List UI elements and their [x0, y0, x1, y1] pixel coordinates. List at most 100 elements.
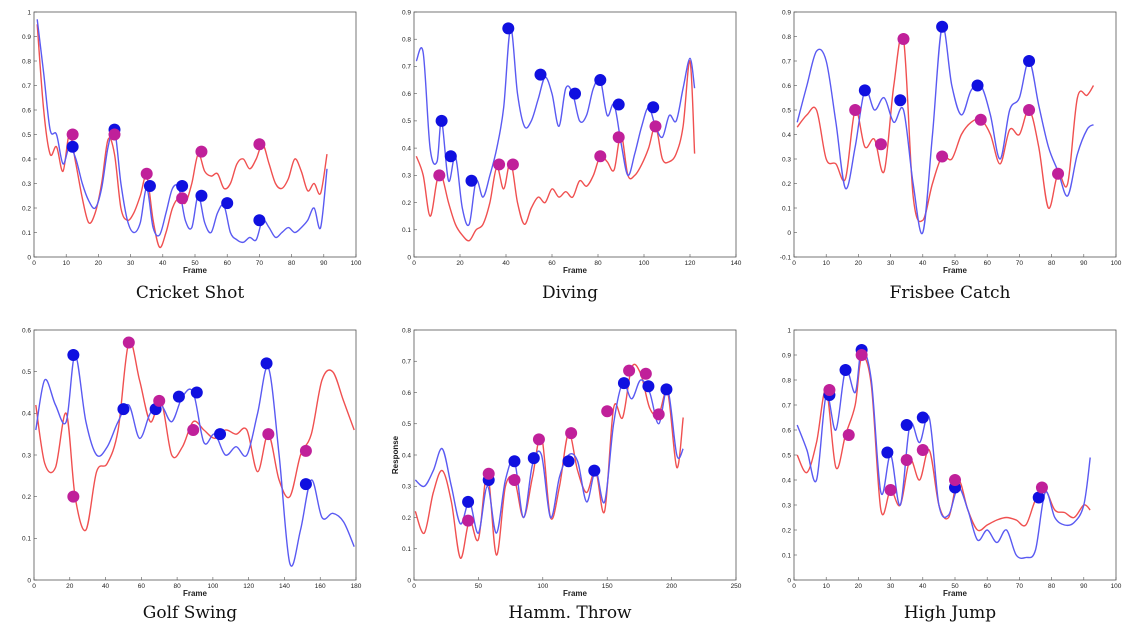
x-tick-label: 250 [731, 583, 742, 590]
marker-point-magenta [874, 138, 887, 151]
y-tick-label: -0.1 [780, 254, 792, 261]
marker-point-magenta [462, 514, 475, 527]
marker-point-blue [642, 380, 655, 393]
marker-point-blue [221, 197, 234, 210]
marker-point-magenta [974, 113, 987, 126]
x-tick-label: 100 [639, 260, 650, 267]
marker-point-magenta [916, 444, 929, 456]
marker-point-blue [894, 94, 907, 107]
x-tick-label: 150 [602, 583, 613, 590]
x-tick-label: 60 [224, 260, 232, 267]
x-tick-label: 0 [792, 583, 796, 590]
x-tick-label: 60 [984, 260, 992, 267]
y-tick-label: 0.4 [402, 145, 411, 152]
y-tick-label: 0.2 [782, 181, 791, 188]
marker-point-blue [66, 140, 79, 153]
y-tick-label: 0.6 [402, 91, 411, 98]
x-tick-label: 80 [594, 260, 602, 267]
y-tick-label: 0.8 [402, 327, 411, 334]
marker-point-blue [253, 214, 266, 227]
marker-point-blue [172, 390, 185, 403]
marker-point-magenta [949, 474, 961, 486]
y-tick-label: 0.1 [782, 552, 791, 559]
x-tick-label: 60 [138, 583, 146, 590]
marker-point-blue [465, 174, 478, 187]
marker-point-blue [647, 101, 660, 114]
x-tick-label: 90 [320, 260, 328, 267]
x-tick-label: 90 [1080, 260, 1088, 267]
y-tick-label: 0.1 [782, 205, 791, 212]
marker-point-magenta [176, 192, 189, 205]
x-tick-label: 70 [1016, 583, 1024, 590]
marker-point-blue [190, 386, 203, 399]
marker-point-blue [839, 364, 852, 376]
y-tick-label: 0.6 [782, 427, 791, 434]
y-tick-label: 0 [27, 254, 31, 261]
chart-svg: 0 50 100 150 200 250 0 0.1 0.2 0.3 0.4 0.5 0.6 0.7 0.8… [391, 327, 742, 598]
chart-caption: Frisbee Catch [889, 283, 1011, 303]
marker-point-blue [881, 446, 894, 459]
x-tick-label: 30 [887, 583, 895, 590]
chart-caption: Hamm. Throw [508, 603, 632, 623]
x-tick-label: 0 [32, 583, 36, 590]
x-tick-label: 50 [475, 583, 483, 590]
y-tick-label: 0.8 [782, 377, 791, 384]
marker-point-blue [143, 179, 156, 192]
y-tick-label: 0.3 [782, 156, 791, 163]
marker-point-magenta [195, 145, 208, 158]
marker-point-blue [562, 455, 575, 468]
chart-panel-high-jump: 0 10 20 30 40 50 60 70 80 90 100 0 0.1 0.2 0.3 0.4 0.5 0.… [770, 318, 1130, 623]
marker-point-blue [117, 403, 130, 416]
marker-point-magenta [900, 454, 913, 466]
marker-point-blue [444, 150, 457, 163]
series-line-blue [414, 379, 684, 534]
plot-frame [793, 11, 1117, 258]
x-tick-label: 40 [919, 260, 927, 267]
marker-point-magenta [623, 364, 636, 377]
marker-point-blue [858, 84, 871, 97]
marker-point-magenta [506, 158, 519, 171]
y-tick-label: 0.1 [402, 227, 411, 234]
y-tick-label: 0.4 [22, 411, 31, 418]
y-tick-label: 0.5 [402, 118, 411, 125]
x-tick-label: 40 [102, 583, 110, 590]
x-tick-label: 10 [823, 260, 831, 267]
marker-point-magenta [601, 405, 614, 418]
marker-point-blue [1023, 55, 1036, 67]
marker-point-magenta [855, 349, 868, 361]
x-tick-label: 10 [63, 260, 71, 267]
marker-point-blue [936, 20, 949, 33]
y-tick-label: 0.8 [22, 58, 31, 65]
x-tick-label: 50 [951, 583, 959, 590]
plot-frame [413, 11, 737, 258]
x-tick-label: 90 [1080, 583, 1088, 590]
y-tick-label: 0.9 [782, 352, 791, 359]
x-tick-label: 20 [456, 260, 464, 267]
y-tick-label: 0 [787, 230, 791, 237]
x-tick-label: 70 [1016, 260, 1024, 267]
y-tick-label: 0 [27, 577, 31, 584]
x-tick-label: 50 [951, 260, 959, 267]
chart-panel-cricket-shot: 0 10 20 30 40 50 60 70 80 90 100 0 0.1 0.2 0.3 0.4 0.5 0.… [10, 0, 370, 303]
marker-point-magenta [433, 169, 446, 182]
marker-point-magenta [140, 167, 153, 180]
x-tick-label: 70 [256, 260, 264, 267]
marker-point-blue [588, 464, 601, 477]
marker-point-blue [660, 383, 673, 396]
y-tick-label: 0.2 [22, 205, 31, 212]
x-tick-label: 0 [412, 583, 416, 590]
y-tick-label: 0.9 [402, 9, 411, 16]
x-tick-label: 10 [823, 583, 831, 590]
chart-svg: 0 10 20 30 40 50 60 70 80 90 100 0 0.1 0.2 0.3 0.4 0.5 0.… [22, 9, 362, 275]
x-tick-label: 60 [984, 583, 992, 590]
y-tick-label: 0.6 [22, 327, 31, 334]
marker-point-blue [214, 428, 227, 441]
marker-point-blue [502, 22, 515, 35]
y-tick-label: 0.7 [782, 58, 791, 65]
chart-svg: 0 10 20 30 40 50 60 70 80 90 100-0.100.10.20.30.40… [780, 9, 1122, 275]
x-tick-label: 160 [315, 583, 326, 590]
x-tick-label: 100 [207, 583, 218, 590]
x-tick-label: 20 [855, 583, 863, 590]
x-tick-label: 20 [95, 260, 103, 267]
marker-point-magenta [897, 32, 910, 45]
